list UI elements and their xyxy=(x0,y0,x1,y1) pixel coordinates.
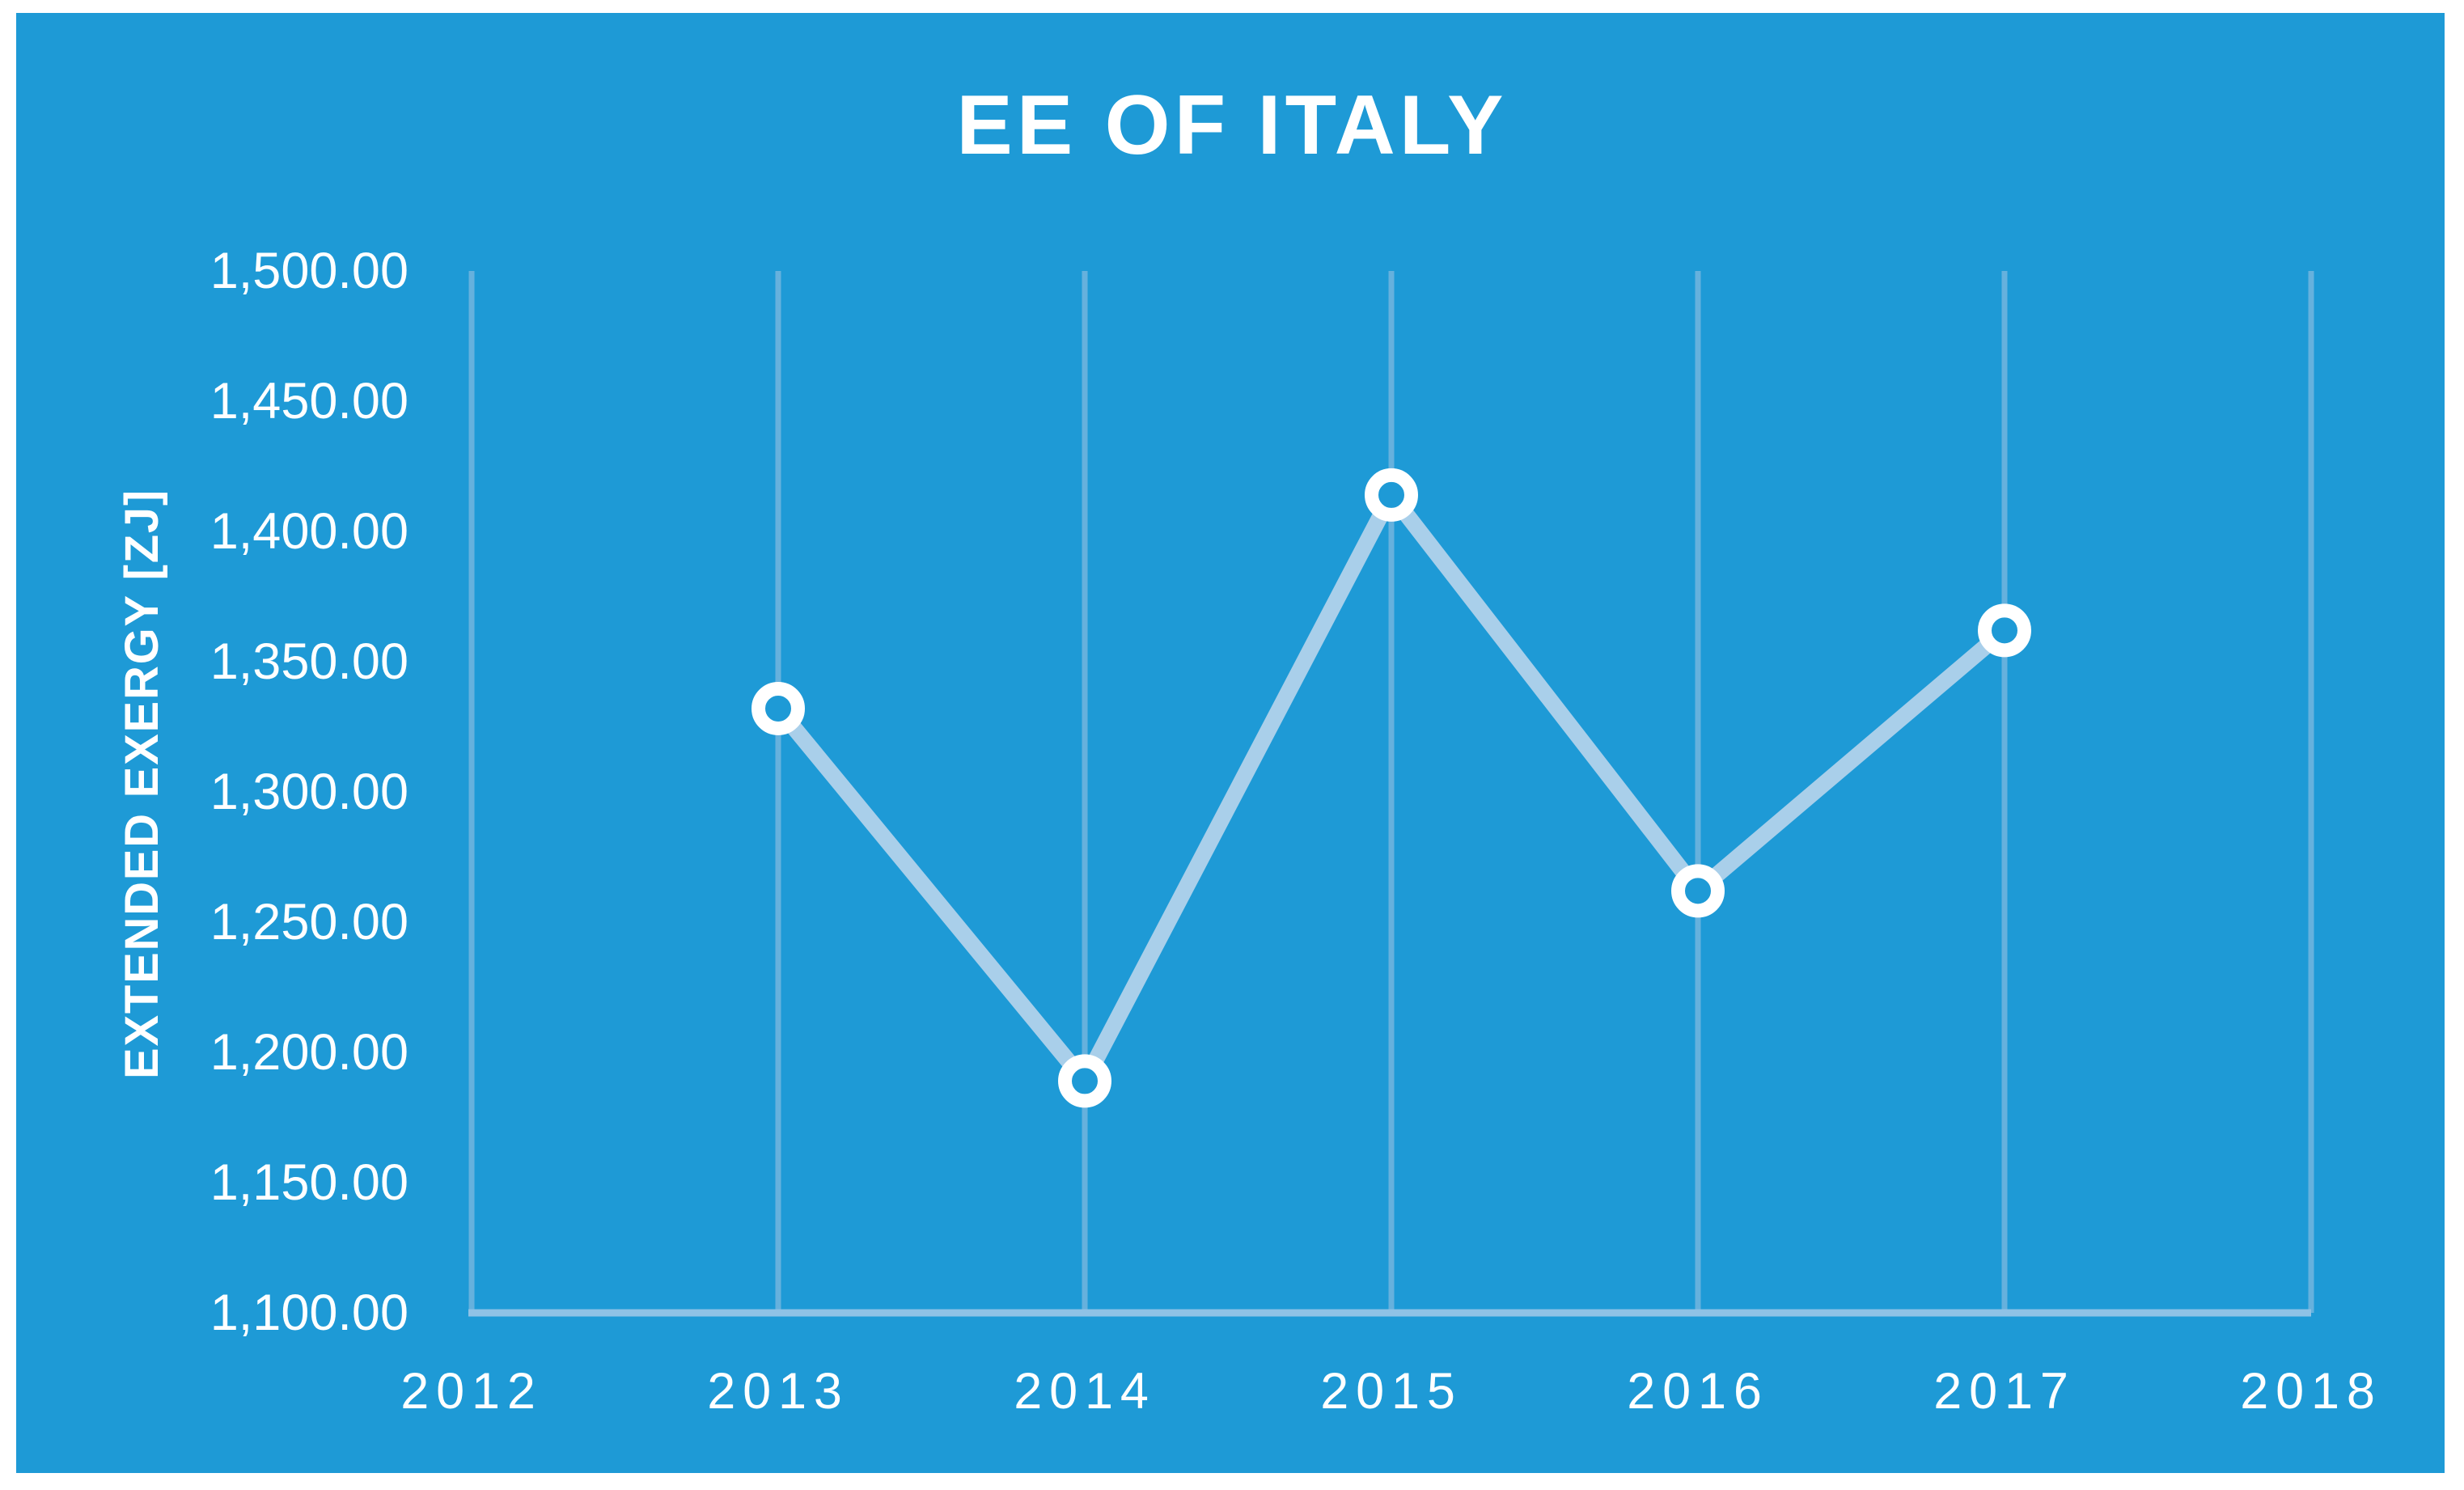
data-point-marker xyxy=(1058,1054,1111,1108)
data-point-marker xyxy=(1978,603,2031,658)
x-tick-label: 2015 xyxy=(1320,1363,1463,1420)
data-point-marker xyxy=(1671,864,1725,918)
x-tick-label: 2018 xyxy=(2240,1363,2382,1420)
data-point-marker xyxy=(1365,468,1418,522)
x-tick-label: 2016 xyxy=(1627,1363,1769,1420)
chart-title: EE OF ITALY xyxy=(956,78,1508,172)
x-tick-label: 2014 xyxy=(1014,1363,1156,1420)
x-tick-label: 2017 xyxy=(1933,1363,2076,1420)
y-tick-label: 1,100.00 xyxy=(210,1285,409,1341)
y-tick-label: 1,250.00 xyxy=(210,894,409,950)
y-tick-label: 1,350.00 xyxy=(210,633,409,690)
y-tick-label: 1,500.00 xyxy=(210,243,409,299)
x-tick-label: 2012 xyxy=(400,1363,543,1420)
y-tick-label: 1,200.00 xyxy=(210,1024,409,1081)
y-tick-label: 1,450.00 xyxy=(210,373,409,430)
y-tick-label: 1,400.00 xyxy=(210,503,409,560)
y-tick-label: 1,300.00 xyxy=(210,764,409,820)
chart-panel xyxy=(16,13,2445,1473)
y-tick-label: 1,150.00 xyxy=(210,1154,409,1211)
data-point-marker xyxy=(751,681,805,735)
x-tick-label: 2013 xyxy=(707,1363,849,1420)
